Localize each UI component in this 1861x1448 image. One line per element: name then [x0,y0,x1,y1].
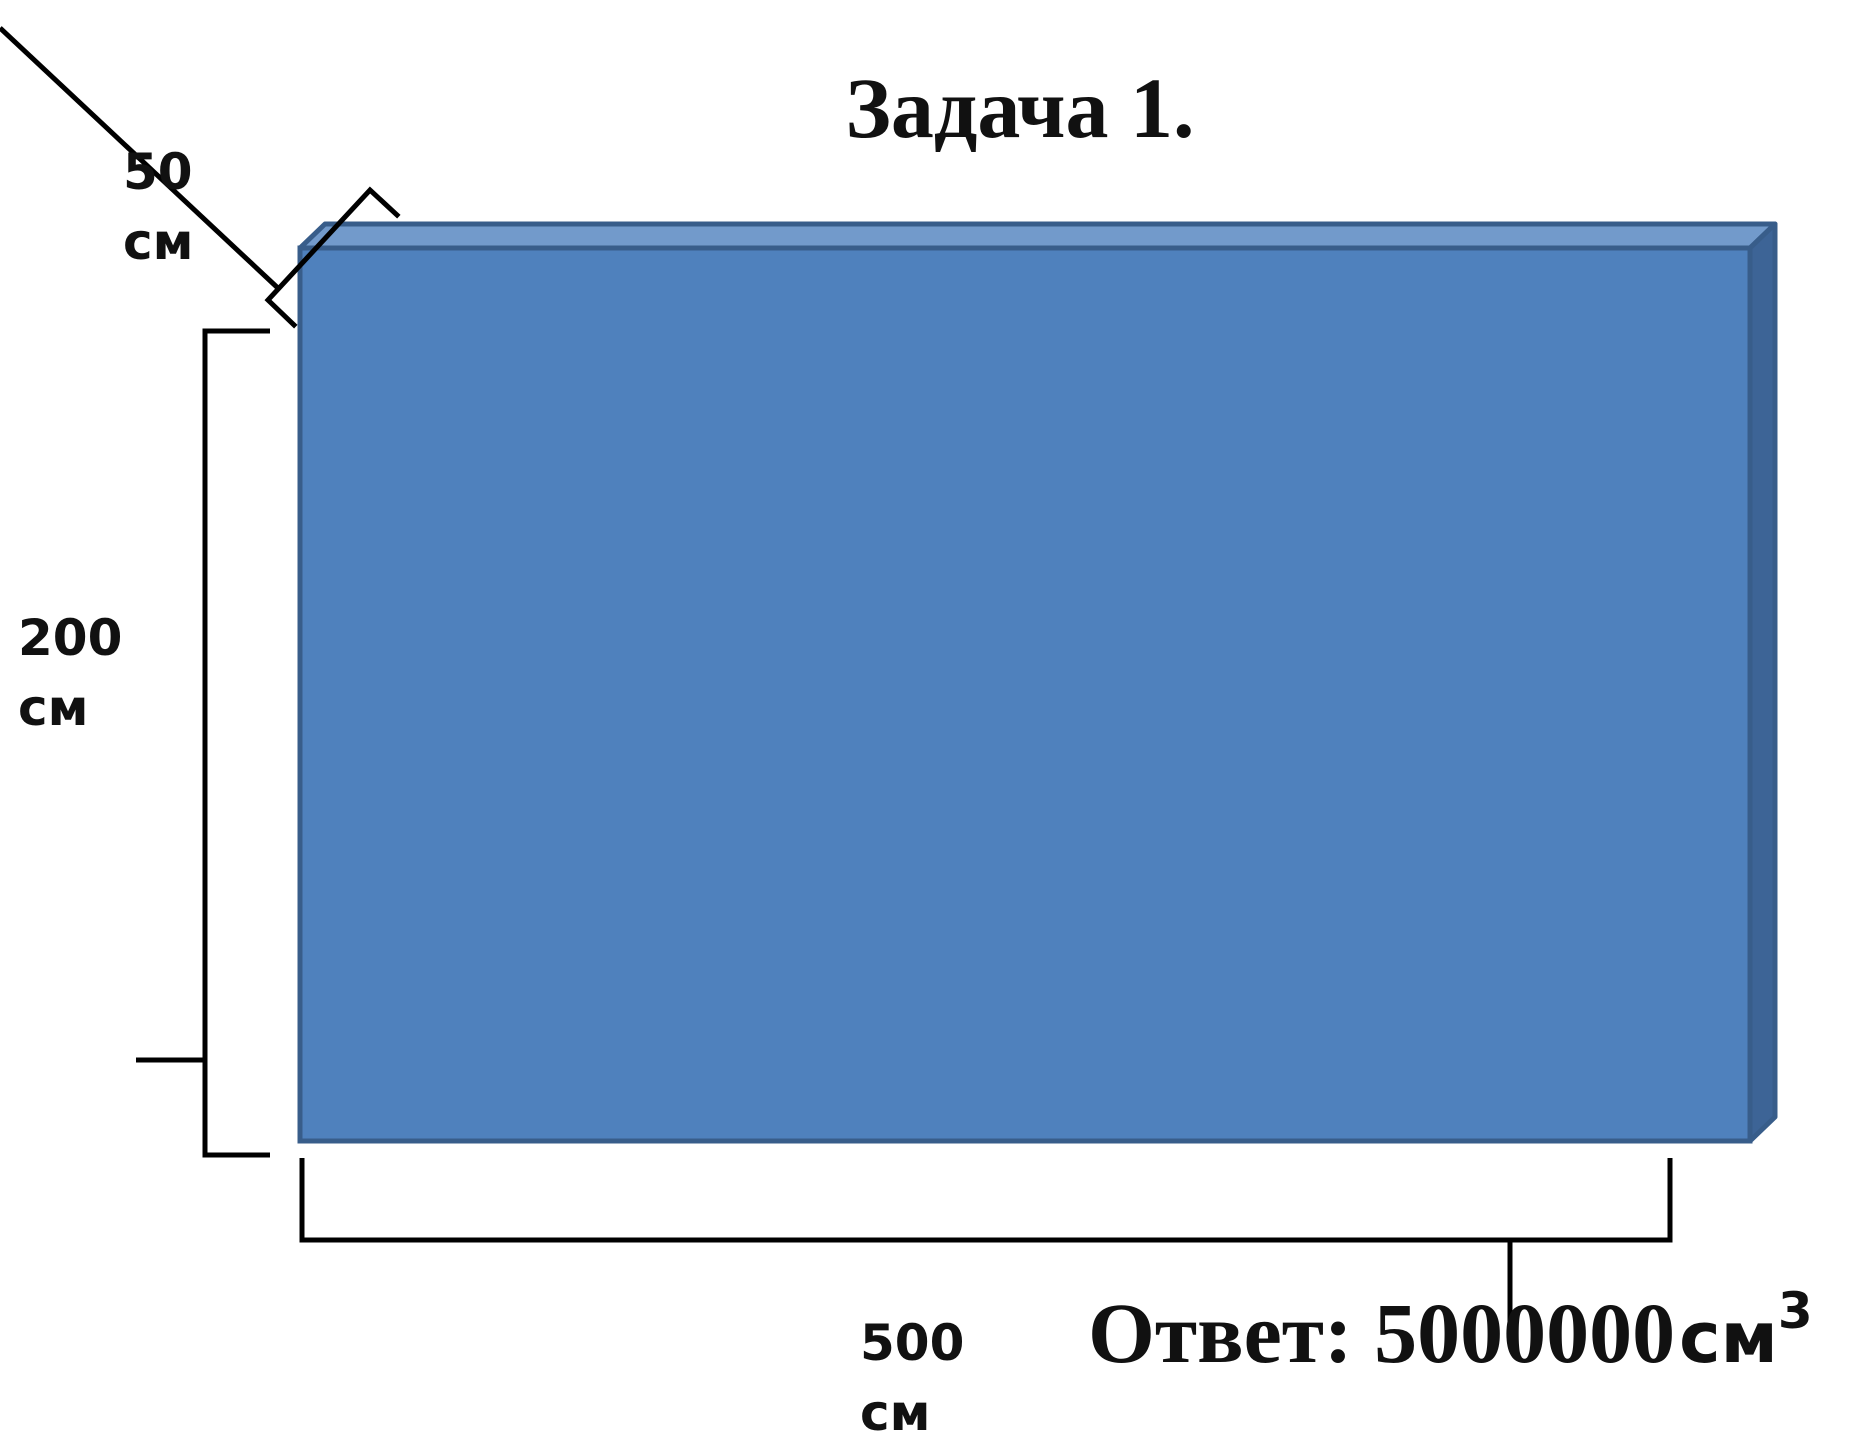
answer-prefix: Ответ: 5000000 [1088,1285,1676,1381]
box-3d [297,221,1778,1144]
depth-label: 50 см [123,137,194,277]
depth-leader-line [0,26,282,292]
width-unit: см [860,1384,931,1442]
height-bracket [202,328,270,1158]
answer-text: Ответ: 5000000 см3 [1088,1278,1813,1413]
box-side-face [1747,221,1778,1144]
page-title: Задача 1. [845,60,1195,156]
height-unit: см [18,679,89,737]
width-value: 500 [860,1314,965,1372]
width-bracket [299,1158,1673,1243]
depth-value: 50 [123,143,193,201]
height-value: 200 [18,609,123,667]
answer-unit: см [1679,1297,1778,1379]
box-top-face [297,221,1778,251]
height-label: 200 см [18,603,122,743]
box-front-face [297,245,1753,1144]
depth-unit: см [123,213,194,271]
answer-exponent: 3 [1777,1282,1813,1340]
depth-bracket [264,186,401,329]
width-label: 500 см [860,1308,964,1448]
